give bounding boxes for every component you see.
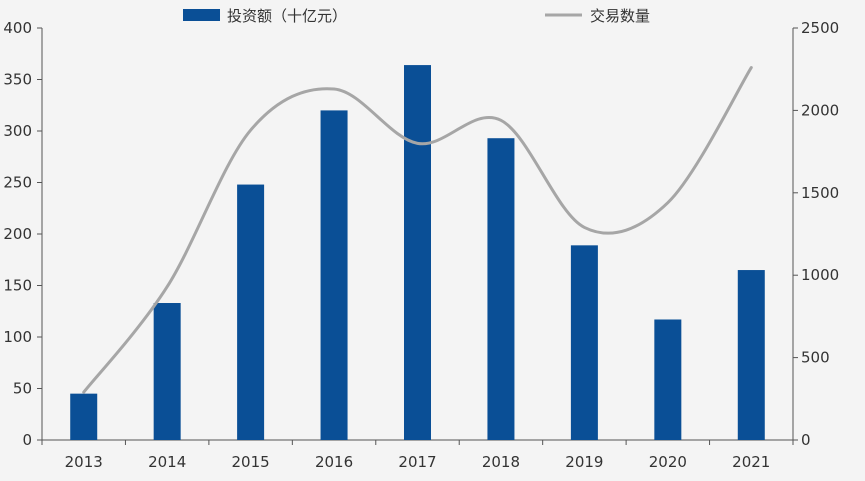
bar (237, 184, 265, 440)
line-series (82, 66, 753, 394)
y-right-tick-label: 2500 (801, 19, 839, 37)
x-tick-label: 2015 (232, 453, 270, 471)
x-tick-label: 2013 (65, 453, 103, 471)
y-left-tick-label: 250 (3, 174, 32, 192)
bar (320, 110, 348, 441)
legend-label-bar: 投资额（十亿元） (227, 7, 347, 25)
y-left-tick-label: 300 (3, 122, 32, 140)
y-right-tick-label: 1500 (801, 184, 839, 202)
bar (153, 303, 181, 440)
y-left-tick-label: 350 (3, 71, 32, 89)
y-left-tick-label: 0 (22, 431, 32, 449)
x-tick-label: 2018 (482, 453, 520, 471)
bar (70, 393, 98, 440)
bar (404, 65, 431, 440)
y-left-tick-label: 150 (3, 277, 32, 295)
legend: 投资额（十亿元） 交易数量 (183, 7, 650, 25)
x-tick-label: 2021 (732, 453, 770, 471)
bar (570, 245, 598, 440)
x-tick-label: 2017 (398, 453, 436, 471)
y-right-tick-label: 0 (801, 431, 811, 449)
x-tick-label: 2020 (649, 453, 687, 471)
y-left-tick-label: 50 (13, 380, 32, 398)
bar (737, 270, 765, 440)
x-tick-label: 2016 (315, 453, 353, 471)
y-left-tick-label: 100 (3, 328, 32, 346)
axes: 0 50 100 150 200 250 300 350 400 0 500 1000 1500 2000… (3, 19, 839, 471)
legend-swatch-bar (183, 9, 220, 21)
bar (654, 319, 682, 440)
bar-series (70, 65, 765, 441)
legend-label-line: 交易数量 (590, 7, 650, 25)
y-left-tick-label: 400 (3, 19, 32, 37)
x-tick-label: 2019 (565, 453, 603, 471)
y-right-tick-label: 500 (801, 349, 830, 367)
y-right-tick-label: 2000 (801, 101, 839, 119)
y-left-tick-label: 200 (3, 225, 32, 243)
series-line (82, 66, 753, 394)
bar (487, 138, 515, 440)
x-tick-label: 2014 (148, 453, 186, 471)
y-right-tick-label: 1000 (801, 266, 839, 284)
